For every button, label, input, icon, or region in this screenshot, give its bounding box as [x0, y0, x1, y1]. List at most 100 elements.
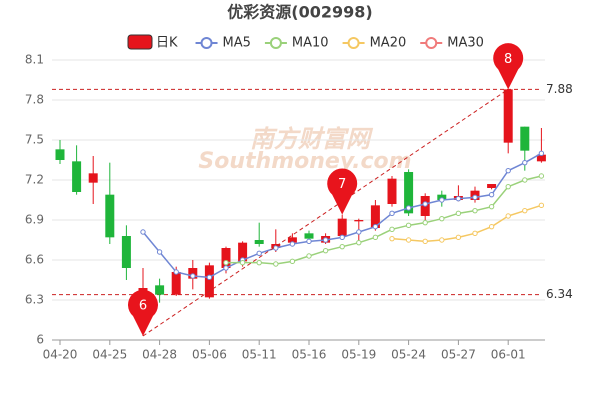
watermark: 南方财富网: [250, 125, 374, 153]
candle-body: [121, 236, 131, 268]
ma-point: [522, 159, 528, 166]
candle-body: [287, 237, 297, 243]
ma-point: [173, 269, 179, 275]
y-tick-label: 6.3: [25, 293, 44, 307]
x-tick-label: 05-16: [292, 348, 327, 362]
ma-point: [455, 195, 462, 202]
trend-line: [142, 88, 509, 337]
ma-point: [455, 234, 462, 241]
ma-point: [505, 167, 511, 174]
ma-point: [372, 223, 379, 230]
ma-point: [339, 234, 345, 241]
y-tick-label: 7.8: [25, 93, 44, 107]
ma-point: [289, 258, 296, 265]
legend-label: MA10: [292, 36, 329, 51]
pin: [128, 289, 159, 336]
pin: [493, 43, 524, 90]
legend-swatch: [269, 37, 282, 49]
ma-point: [356, 239, 362, 246]
legend-swatch: [200, 37, 213, 49]
ma-point: [389, 226, 395, 233]
ma-point: [322, 237, 329, 243]
ma-point: [472, 207, 478, 214]
candle-body: [254, 240, 264, 244]
y-tick-label: 7.2: [25, 173, 44, 187]
candle-body: [72, 161, 82, 192]
x-tick-label: 05-06: [192, 348, 227, 362]
legend: 日K MA5 MA10 MA20 MA30: [127, 34, 484, 51]
ma-point: [505, 183, 511, 190]
ma-point: [439, 197, 445, 203]
ma-point: [206, 274, 213, 281]
candle-body: [88, 173, 98, 183]
ma-point: [223, 265, 229, 271]
ma-point: [223, 259, 229, 266]
ma-point: [455, 210, 462, 217]
ma-point: [405, 205, 412, 211]
legend-swatch: [347, 37, 360, 49]
candle-body: [155, 285, 165, 295]
ma-point: [422, 201, 428, 207]
ma-point: [289, 241, 296, 247]
x-tick-label: 04-20: [43, 348, 78, 362]
ma-point: [389, 210, 395, 217]
ma-point: [256, 250, 262, 257]
legend-label: MA20: [370, 36, 407, 51]
ma-point: [522, 177, 528, 183]
x-tick-label: 05-24: [391, 348, 426, 362]
legend-swatch: [127, 34, 153, 50]
pin: [327, 168, 358, 215]
pin-label: 6: [139, 299, 147, 314]
ma-point: [538, 150, 545, 157]
candle-body: [221, 248, 231, 268]
candle-body: [404, 172, 414, 214]
ma-point: [538, 202, 545, 209]
candle-body: [503, 89, 513, 143]
ma-point: [372, 234, 379, 241]
ma-point: [439, 215, 445, 222]
watermark: Southmoney.com: [198, 149, 411, 174]
candle-body: [337, 218, 347, 236]
reference-label: 6.34: [546, 287, 573, 301]
candle-body: [387, 178, 397, 204]
legend-label: MA5: [223, 36, 251, 51]
ma-point: [156, 249, 163, 255]
legend-label: 日K: [156, 36, 178, 51]
candle-body: [171, 272, 181, 295]
candle-body: [370, 205, 380, 228]
ma-point: [356, 229, 362, 235]
ma-line: [391, 204, 542, 243]
ma-point: [306, 238, 312, 245]
ma-point: [439, 237, 445, 243]
candle-body: [354, 220, 364, 222]
candle-body: [105, 194, 115, 238]
x-tick-label: 05-27: [441, 348, 476, 362]
x-tick-label: 05-11: [242, 348, 277, 362]
ma-point: [422, 238, 428, 245]
ma-point: [422, 219, 428, 226]
ma-point: [538, 173, 545, 179]
ma-point: [339, 243, 345, 250]
x-tick-label: 06-01: [491, 348, 526, 362]
ma-point: [505, 213, 511, 219]
ma-point: [140, 229, 146, 235]
reference-label: 7.88: [546, 82, 573, 96]
ma-point: [405, 237, 412, 243]
ma-point: [472, 230, 478, 237]
ma-point: [306, 253, 312, 259]
ma-point: [239, 259, 246, 266]
ma-point: [322, 247, 329, 254]
pin-label: 7: [338, 177, 346, 192]
candle-body: [55, 149, 65, 160]
ma-point: [472, 194, 478, 201]
ma-point: [273, 245, 279, 251]
candle-body: [238, 242, 248, 262]
ma-line: [226, 175, 542, 265]
y-tick-label: 6.6: [25, 253, 44, 267]
ma-point: [256, 259, 262, 266]
ma-point: [273, 261, 279, 267]
y-tick-label: 7.5: [25, 133, 44, 147]
ma-point: [389, 235, 395, 242]
x-tick-label: 04-28: [142, 348, 177, 362]
